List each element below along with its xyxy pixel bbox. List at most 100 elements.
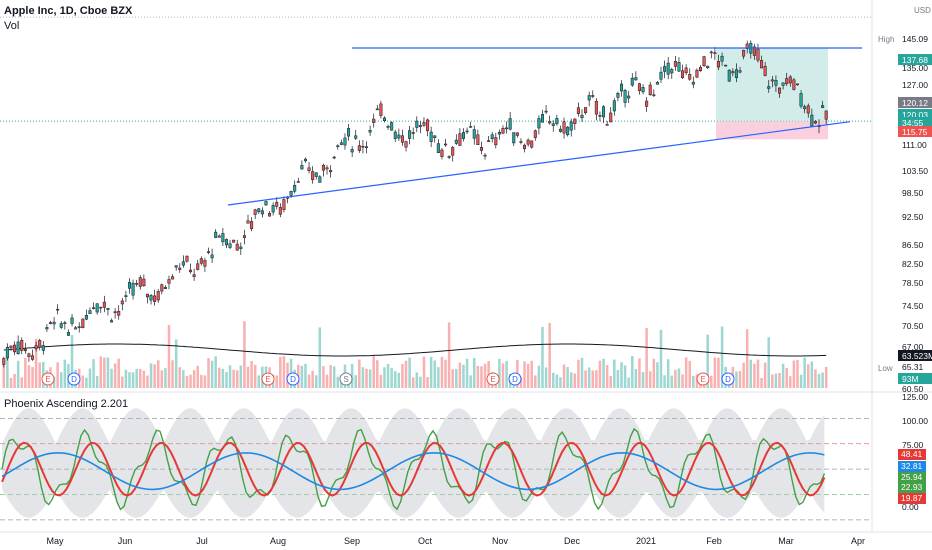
low-label: Low xyxy=(878,364,893,373)
candle-body xyxy=(641,87,645,93)
volume-bar xyxy=(814,369,817,388)
time-tick: Sep xyxy=(344,536,360,546)
volume-label[interactable]: Vol xyxy=(4,20,20,32)
candle-body xyxy=(734,69,738,78)
symbol-title[interactable]: Apple Inc, 1D, Cboe BZX xyxy=(4,5,133,17)
volume-bar xyxy=(95,376,99,388)
time-tick: Feb xyxy=(706,536,722,546)
volume-bar xyxy=(182,370,185,388)
candle-body xyxy=(160,284,164,292)
volume-bar xyxy=(282,356,286,388)
candle-body xyxy=(634,77,638,81)
candle-body xyxy=(619,83,624,92)
volume-bar xyxy=(591,370,595,388)
volume-bar xyxy=(505,360,508,388)
volume-bar xyxy=(455,368,458,388)
candle-body xyxy=(20,340,24,351)
candle-body xyxy=(627,95,631,99)
candle-body xyxy=(655,82,659,85)
volume-bar xyxy=(24,357,27,388)
volume-bar xyxy=(31,367,34,388)
candle-body xyxy=(666,62,670,75)
volume-bar xyxy=(13,374,16,388)
volume-bar xyxy=(110,368,113,388)
volume-bar xyxy=(415,372,419,388)
candle-body xyxy=(81,318,85,329)
candle-body xyxy=(512,132,516,144)
candle-body xyxy=(487,140,491,142)
event-marker xyxy=(486,372,500,386)
candle-body xyxy=(673,60,677,67)
currency-label: USD xyxy=(914,6,931,15)
candle-body xyxy=(537,118,541,129)
volume-bar xyxy=(426,376,429,388)
volume-bar xyxy=(250,361,253,388)
candle-body xyxy=(436,143,440,153)
price-tick: 120.03 xyxy=(902,110,928,120)
volume-bar xyxy=(559,377,562,388)
oscillator-title[interactable]: Phoenix Ascending 2.201 xyxy=(4,398,129,410)
volume-bar xyxy=(401,364,404,388)
candle-body xyxy=(84,315,88,320)
candle-body xyxy=(760,60,764,69)
volume-bar xyxy=(214,356,217,388)
candle-body xyxy=(149,295,153,301)
candle-body xyxy=(533,130,537,138)
candle-body xyxy=(5,346,9,359)
volume-bar xyxy=(645,328,648,388)
candle-body xyxy=(806,105,810,114)
volume-bar xyxy=(681,374,684,388)
candle-body xyxy=(174,265,178,268)
candle-body xyxy=(332,156,336,159)
volume-bar xyxy=(433,360,437,388)
volume-bar xyxy=(329,365,332,388)
candle-body xyxy=(440,149,444,157)
candle-body xyxy=(393,131,397,139)
candle-body xyxy=(41,345,45,351)
candle-body xyxy=(311,171,315,181)
volume-bar xyxy=(139,368,142,388)
volume-bar xyxy=(785,367,788,388)
candle-body xyxy=(663,66,667,72)
candle-body xyxy=(314,172,318,177)
volume-bar xyxy=(411,377,415,388)
candle-body xyxy=(774,79,778,86)
candle-body xyxy=(684,67,688,73)
candle-body xyxy=(386,126,390,128)
candle-body xyxy=(189,269,193,273)
candle-body xyxy=(171,276,175,280)
volume-bar xyxy=(437,367,440,388)
price-tick: 92.50 xyxy=(902,212,924,222)
candle-body xyxy=(594,100,598,115)
candle-body xyxy=(731,71,735,74)
candle-body xyxy=(99,306,103,309)
volume-bar xyxy=(444,359,447,388)
candle-body xyxy=(268,212,272,217)
price-label-bg xyxy=(898,126,932,137)
candle-body xyxy=(609,112,613,123)
volume-bar xyxy=(117,358,120,388)
volume-bar xyxy=(307,374,311,388)
volume-bar xyxy=(131,372,135,388)
osc-value-bg xyxy=(898,493,926,504)
volume-bar xyxy=(738,371,742,388)
volume-bar xyxy=(27,365,31,388)
candle-body xyxy=(476,134,480,145)
volume-bar xyxy=(562,364,566,388)
volume-bar xyxy=(530,360,533,388)
price-tick: 98.50 xyxy=(902,188,924,198)
event-marker-label: S xyxy=(343,375,348,384)
volume-ma-line xyxy=(3,343,827,357)
osc-fast-line xyxy=(1,427,826,511)
candle-body xyxy=(382,117,386,122)
volume-bar xyxy=(210,360,214,388)
candle-body xyxy=(321,164,325,171)
volume-bar xyxy=(153,364,156,388)
candle-body xyxy=(257,208,261,213)
volume-bar xyxy=(534,375,537,388)
volume-bar xyxy=(573,373,577,388)
candle-body xyxy=(695,69,699,78)
candle-body xyxy=(167,279,171,284)
